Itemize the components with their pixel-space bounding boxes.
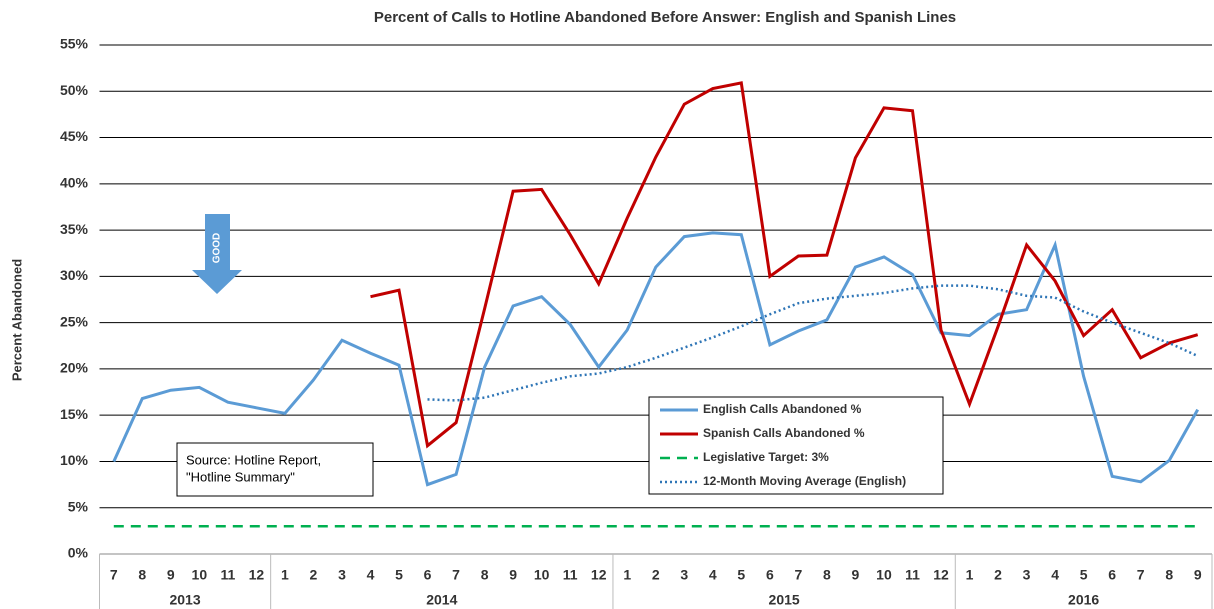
x-tick-label: 1 xyxy=(281,567,289,583)
legend-box xyxy=(648,396,944,495)
y-tick-label: 55% xyxy=(60,36,89,52)
y-tick-label: 35% xyxy=(60,221,89,237)
y-tick-label: 20% xyxy=(60,360,89,376)
legend-label: Legislative Target: 3% xyxy=(703,450,829,464)
x-tick-label: 5 xyxy=(1080,567,1088,583)
x-tick-label: 9 xyxy=(852,567,860,583)
y-axis-label: Percent Abandoned xyxy=(9,259,24,381)
x-group-label: 2013 xyxy=(169,592,200,608)
legend-label: Spanish Calls Abandoned % xyxy=(703,426,865,440)
y-tick-label: 5% xyxy=(68,498,89,514)
x-tick-label: 11 xyxy=(905,567,920,583)
x-tick-label: 5 xyxy=(395,567,403,583)
x-tick-label: 10 xyxy=(876,567,892,583)
chart-title: Percent of Calls to Hotline Abandoned Be… xyxy=(374,9,956,26)
x-tick-label: 8 xyxy=(138,567,146,583)
good-arrow: GOOD xyxy=(192,214,242,294)
y-tick-label: 25% xyxy=(60,313,89,329)
x-tick-label: 2 xyxy=(994,567,1002,583)
x-tick-label: 7 xyxy=(794,567,802,583)
x-tick-label: 9 xyxy=(509,567,517,583)
x-tick-label: 9 xyxy=(1194,567,1202,583)
x-tick-label: 8 xyxy=(1165,567,1173,583)
legend: English Calls Abandoned % Spanish Calls A… xyxy=(648,396,944,495)
x-tick-label: 1 xyxy=(623,567,631,583)
y-tick-label: 45% xyxy=(60,128,89,144)
series-line xyxy=(112,231,1200,487)
x-tick-label: 5 xyxy=(737,567,745,583)
y-tick-label: 15% xyxy=(60,406,89,422)
x-tick-label: 9 xyxy=(167,567,175,583)
annotation-box xyxy=(176,442,374,497)
x-group-label: 2015 xyxy=(769,592,800,608)
x-tick-label: 11 xyxy=(220,567,235,583)
x-tick-label: 4 xyxy=(1051,567,1059,583)
y-tick-label: 0% xyxy=(68,545,89,561)
y-tick-label: 10% xyxy=(60,452,89,468)
y-tick-label: 30% xyxy=(60,267,89,283)
x-tick-label: 7 xyxy=(1137,567,1145,583)
annotation: "Hotline Summary" xyxy=(186,469,295,484)
x-tick-label: 7 xyxy=(452,567,460,583)
x-tick-label: 8 xyxy=(823,567,831,583)
x-tick-label: 10 xyxy=(534,567,550,583)
x-group-label: 2014 xyxy=(426,592,457,608)
x-tick-label: 3 xyxy=(680,567,688,583)
x-tick-label: 6 xyxy=(1108,567,1116,583)
x-tick-label: 10 xyxy=(192,567,208,583)
x-tick-label: 1 xyxy=(966,567,974,583)
series-line xyxy=(427,284,1199,402)
y-tick-label: 40% xyxy=(60,175,89,191)
x-tick-label: 12 xyxy=(249,567,265,583)
x-tick-label: 11 xyxy=(563,567,578,583)
x-group-label: 2016 xyxy=(1068,592,1099,608)
x-tick-label: 3 xyxy=(338,567,346,583)
x-tick-label: 2 xyxy=(310,567,318,583)
x-tick-label: 8 xyxy=(481,567,489,583)
x-tick-label: 3 xyxy=(1023,567,1031,583)
legend-label: 12-Month Moving Average (English) xyxy=(703,474,906,488)
x-tick-label: 12 xyxy=(591,567,607,583)
annotation: Source: Hotline Report, xyxy=(186,452,321,467)
x-tick-label: 6 xyxy=(766,567,774,583)
x-tick-label: 2 xyxy=(652,567,660,583)
x-tick-label: 7 xyxy=(110,567,118,583)
y-tick-label: 50% xyxy=(60,82,89,98)
x-tick-label: 12 xyxy=(933,567,949,583)
arrow-label: GOOD xyxy=(212,233,223,264)
series-line xyxy=(370,81,1199,449)
x-tick-label: 4 xyxy=(367,567,375,583)
legend-label: English Calls Abandoned % xyxy=(703,402,862,416)
x-tick-label: 6 xyxy=(424,567,432,583)
arrow-shape xyxy=(192,214,242,294)
x-tick-label: 4 xyxy=(709,567,717,583)
